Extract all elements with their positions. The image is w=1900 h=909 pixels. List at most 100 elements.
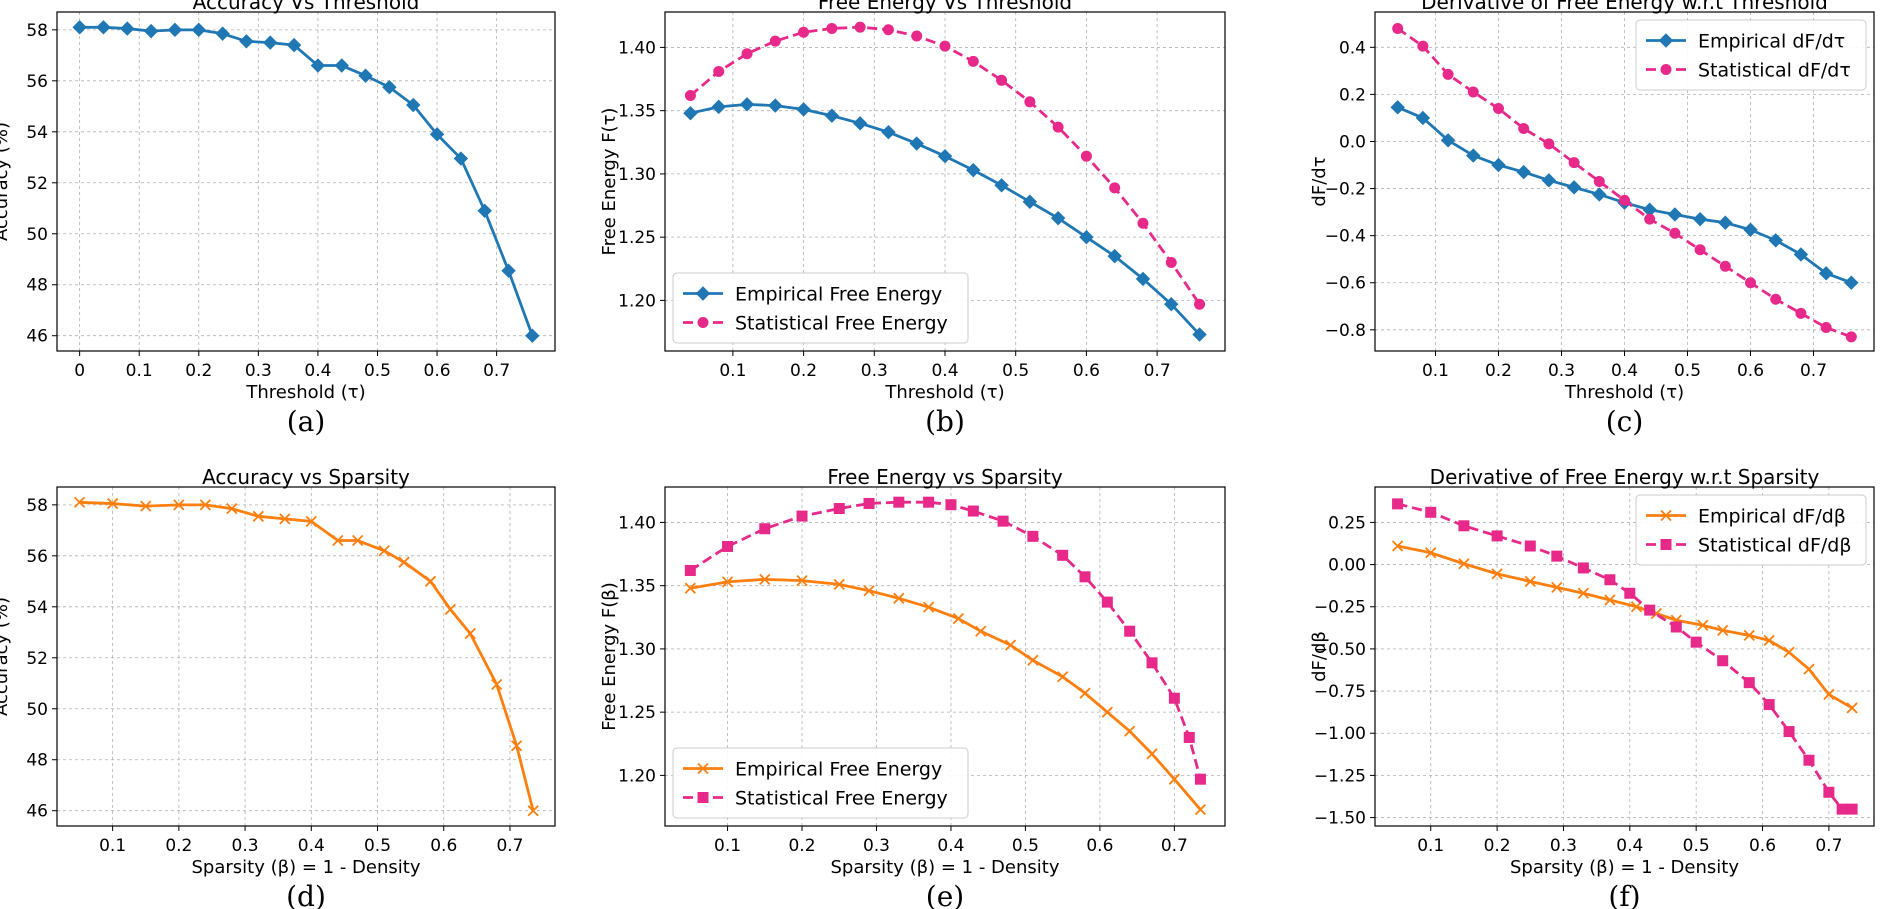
data-point bbox=[1667, 207, 1683, 222]
chart-title: Derivative of Free Energy w.r.t Threshol… bbox=[1421, 0, 1828, 14]
y-axis-label: Free Energy F(β) bbox=[599, 582, 620, 731]
data-point bbox=[1823, 688, 1835, 701]
data-point bbox=[1183, 731, 1195, 743]
data-point bbox=[1763, 634, 1775, 647]
data-point bbox=[1458, 558, 1470, 570]
data-point bbox=[1425, 506, 1437, 518]
y-tick-label: −0.50 bbox=[1314, 640, 1366, 660]
data-point bbox=[453, 151, 469, 166]
data-point bbox=[279, 513, 291, 525]
axes-frame bbox=[56, 11, 556, 352]
data-point bbox=[909, 136, 924, 151]
data-point bbox=[1743, 222, 1758, 237]
panel-f: 0.1 0.2 0.3 0.4 0.5 0.6 0.7 −1.50 −1.25 −1.00 −0.7… bbox=[1309, 465, 1875, 909]
data-point bbox=[1467, 86, 1479, 98]
x-tick-label: 0.5 bbox=[1012, 836, 1039, 856]
data-point bbox=[1836, 803, 1848, 815]
panel-caption: (a) bbox=[287, 405, 326, 438]
data-point bbox=[424, 575, 437, 587]
data-point bbox=[994, 178, 1009, 193]
series-line bbox=[1397, 502, 1853, 811]
x-tick-label: 0.2 bbox=[1484, 836, 1511, 856]
y-tick-label: 58 bbox=[26, 21, 48, 41]
data-point bbox=[1524, 540, 1536, 552]
data-point bbox=[1492, 103, 1504, 115]
y-tick-label: 0.4 bbox=[1339, 38, 1366, 58]
data-point bbox=[525, 328, 540, 343]
series-0 bbox=[72, 20, 540, 343]
data-point bbox=[1783, 726, 1795, 738]
x-tick-label: 0.6 bbox=[1737, 361, 1764, 381]
y-tick-label: 1.30 bbox=[618, 640, 656, 660]
data-point bbox=[1079, 229, 1094, 245]
y-tick-label: 58 bbox=[26, 496, 48, 516]
series-1 bbox=[1392, 498, 1858, 815]
data-point bbox=[310, 58, 326, 73]
y-tick-label: 46 bbox=[26, 802, 48, 822]
x-tick-label: 0.1 bbox=[719, 361, 746, 381]
data-point bbox=[945, 499, 957, 511]
data-point bbox=[967, 55, 979, 67]
data-point bbox=[967, 505, 979, 517]
data-point bbox=[199, 499, 211, 511]
y-tick-label: −1.00 bbox=[1314, 724, 1366, 744]
panel-b: 0.1 0.2 0.3 0.4 0.5 0.6 0.7 1.20 1.25 1.30 1.35 1.4… bbox=[599, 0, 1226, 438]
x-tick-label: 0.6 bbox=[1749, 836, 1776, 856]
x-tick-label: 0.5 bbox=[1674, 361, 1701, 381]
x-tick-label: 0.1 bbox=[99, 836, 126, 856]
y-axis-label: Accuracy (%) bbox=[0, 122, 12, 241]
y-tick-label: 1.25 bbox=[618, 228, 656, 248]
data-point bbox=[833, 578, 845, 591]
data-point bbox=[332, 534, 344, 547]
data-point bbox=[911, 30, 923, 42]
x-tick-label: 0.4 bbox=[931, 361, 958, 381]
data-point bbox=[1146, 748, 1158, 760]
legend: Empirical dF/dβ Statistical dF/dβ bbox=[1635, 494, 1867, 566]
data-point bbox=[1101, 596, 1113, 608]
data-point bbox=[1644, 604, 1656, 616]
x-tick-label: 0.4 bbox=[937, 836, 964, 856]
data-point bbox=[72, 20, 87, 35]
x-tick-label: 0.2 bbox=[1485, 361, 1512, 381]
data-point bbox=[1135, 271, 1151, 287]
legend: Empirical Free Energy Statistical Free En… bbox=[672, 747, 969, 819]
data-point bbox=[239, 34, 254, 49]
y-tick-label: 52 bbox=[26, 174, 48, 194]
x-tick-label: 0.3 bbox=[1548, 361, 1575, 381]
data-point bbox=[1551, 581, 1563, 593]
data-point bbox=[1818, 266, 1834, 281]
data-point bbox=[937, 148, 953, 164]
x-tick-label: 0.3 bbox=[1550, 836, 1577, 856]
data-point bbox=[713, 65, 725, 77]
x-tick-label: 0.3 bbox=[232, 836, 259, 856]
x-tick-label: 0.6 bbox=[430, 836, 457, 856]
y-tick-label: −0.75 bbox=[1314, 682, 1366, 702]
data-point bbox=[1146, 657, 1158, 669]
legend-label: Empirical Free Energy bbox=[735, 759, 942, 781]
data-point bbox=[1697, 619, 1709, 631]
y-tick-label: 54 bbox=[26, 598, 48, 618]
data-point bbox=[1491, 530, 1503, 542]
data-point bbox=[739, 97, 755, 112]
legend-label: Empirical dF/dτ bbox=[1698, 31, 1845, 53]
data-point bbox=[863, 497, 875, 509]
data-point bbox=[143, 23, 159, 39]
data-point bbox=[1390, 100, 1405, 115]
data-point bbox=[1168, 773, 1180, 785]
x-tick-label: 0.4 bbox=[298, 836, 325, 856]
data-point bbox=[1783, 646, 1795, 658]
legend-marker bbox=[1660, 64, 1672, 75]
x-axis-label: Threshold (τ) bbox=[884, 382, 1004, 403]
data-point bbox=[1844, 275, 1859, 290]
legend-label: Statistical Free Energy bbox=[735, 788, 948, 810]
data-point bbox=[952, 612, 965, 625]
y-tick-label: −0.25 bbox=[1314, 598, 1366, 618]
data-point bbox=[1820, 321, 1832, 333]
data-point bbox=[882, 24, 894, 36]
data-point bbox=[1050, 210, 1066, 226]
x-tick-label: 0.4 bbox=[1616, 836, 1643, 856]
x-tick-label: 0.7 bbox=[1800, 361, 1827, 381]
x-tick-label: 0.1 bbox=[126, 361, 153, 381]
data-point bbox=[1194, 298, 1206, 310]
panel-caption: (f) bbox=[1608, 880, 1640, 909]
